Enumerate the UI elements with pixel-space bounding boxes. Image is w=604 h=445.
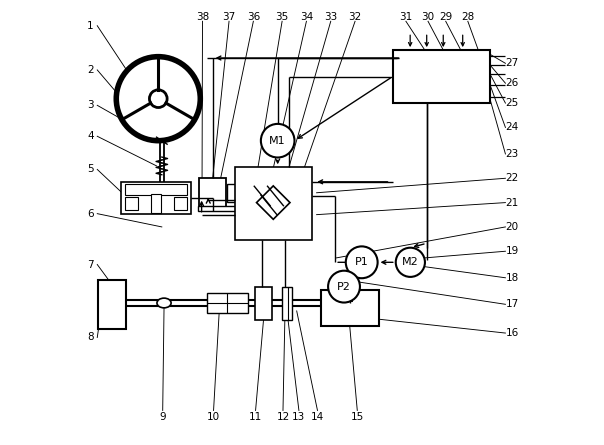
Circle shape: [149, 90, 167, 108]
Circle shape: [261, 124, 295, 158]
Text: 14: 14: [311, 412, 324, 422]
Polygon shape: [257, 186, 290, 219]
Text: 38: 38: [196, 12, 209, 22]
Text: 18: 18: [506, 273, 519, 283]
Text: 9: 9: [159, 412, 166, 422]
Circle shape: [328, 271, 360, 303]
Text: 12: 12: [277, 412, 289, 422]
Text: 2: 2: [88, 65, 94, 75]
Text: 13: 13: [292, 412, 306, 422]
Bar: [125, 197, 138, 210]
Bar: [151, 194, 161, 213]
Text: 29: 29: [439, 12, 452, 22]
Text: 36: 36: [246, 12, 260, 22]
Text: 3: 3: [88, 100, 94, 110]
Text: 11: 11: [249, 412, 262, 422]
Circle shape: [116, 57, 201, 141]
Bar: [393, 50, 490, 103]
Text: 10: 10: [207, 412, 220, 422]
Text: 24: 24: [506, 122, 519, 133]
Text: 35: 35: [275, 12, 289, 22]
Text: 20: 20: [506, 222, 519, 232]
Text: P1: P1: [355, 257, 368, 267]
Text: 1: 1: [88, 21, 94, 31]
Circle shape: [396, 248, 425, 277]
Text: 21: 21: [506, 198, 519, 208]
Text: 7: 7: [88, 259, 94, 270]
Bar: [207, 293, 248, 313]
Text: 32: 32: [349, 12, 362, 22]
Polygon shape: [245, 175, 301, 231]
Bar: [281, 287, 292, 320]
Text: 27: 27: [506, 58, 519, 68]
Text: 5: 5: [88, 165, 94, 174]
Text: 23: 23: [506, 149, 519, 159]
Text: 28: 28: [461, 12, 475, 22]
Bar: [321, 290, 379, 327]
Bar: [227, 184, 239, 202]
Text: M1: M1: [269, 136, 286, 146]
Bar: [174, 197, 187, 210]
Text: 17: 17: [506, 299, 519, 309]
Text: 37: 37: [222, 12, 236, 22]
Text: 4: 4: [88, 131, 94, 141]
Text: 26: 26: [506, 78, 519, 88]
Circle shape: [345, 247, 378, 278]
Text: 8: 8: [88, 332, 94, 343]
Text: 25: 25: [506, 98, 519, 108]
Text: 34: 34: [300, 12, 313, 22]
Text: 31: 31: [399, 12, 413, 22]
Bar: [235, 167, 312, 240]
Text: 6: 6: [88, 209, 94, 218]
Text: 30: 30: [422, 12, 435, 22]
Text: 19: 19: [506, 246, 519, 256]
Text: 22: 22: [506, 173, 519, 183]
Bar: [121, 182, 191, 214]
Bar: [199, 178, 226, 207]
Text: 33: 33: [324, 12, 338, 22]
Ellipse shape: [157, 298, 171, 308]
Text: 15: 15: [351, 412, 364, 422]
Text: P2: P2: [337, 282, 351, 291]
Bar: [125, 184, 187, 195]
Bar: [98, 280, 126, 329]
Text: M2: M2: [402, 257, 419, 267]
Text: 16: 16: [506, 328, 519, 338]
Bar: [198, 206, 240, 211]
Bar: [255, 287, 272, 320]
